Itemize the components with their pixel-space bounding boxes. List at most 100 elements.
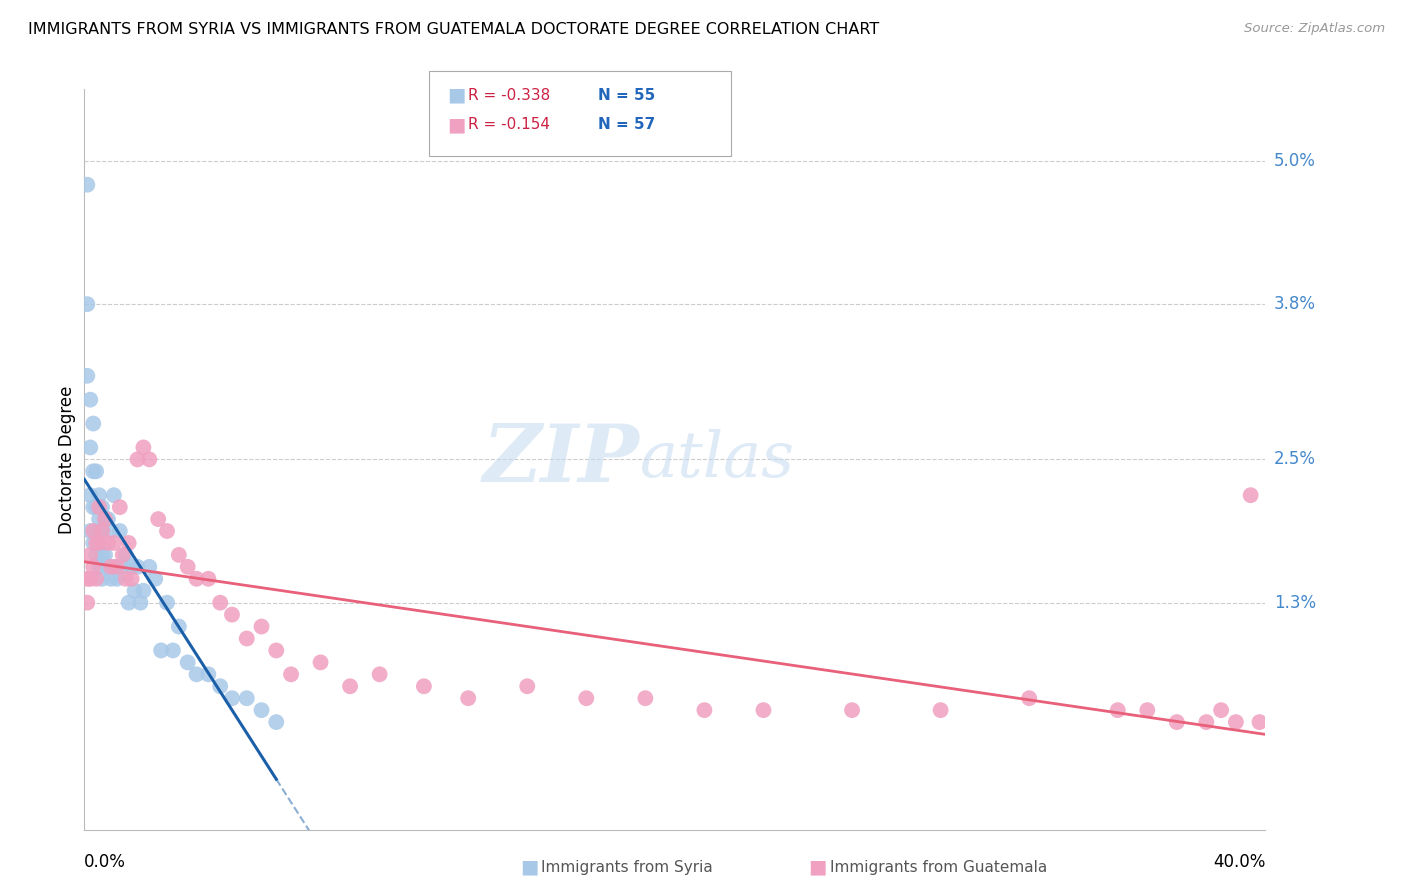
Point (413, 679, 436, 693)
Point (108, 524, 131, 538)
Point (97, 512, 120, 526)
Point (209, 596, 232, 610)
Point (91, 500, 114, 515)
Point (100, 559, 122, 574)
Point (457, 691, 479, 706)
Point (143, 572, 166, 586)
Point (108, 500, 131, 515)
Point (94, 512, 117, 526)
Point (84, 572, 107, 586)
Point (266, 715, 288, 730)
Point (177, 559, 200, 574)
Point (236, 632, 259, 646)
Point (105, 572, 128, 586)
Point (1195, 715, 1218, 730)
Point (132, 583, 155, 598)
Point (1211, 703, 1233, 717)
Point (121, 572, 143, 586)
Text: 2.5%: 2.5% (1274, 450, 1316, 468)
Point (280, 667, 302, 681)
Point (266, 643, 288, 657)
Point (127, 452, 149, 467)
Point (1166, 715, 1188, 730)
Text: Immigrants from Guatemala: Immigrants from Guatemala (830, 860, 1047, 874)
Point (79, 392, 101, 407)
Point (250, 619, 273, 633)
Point (94, 548, 117, 562)
Point (97, 559, 120, 574)
Point (87, 512, 111, 526)
Point (1225, 715, 1247, 730)
Point (1136, 703, 1159, 717)
Point (138, 452, 160, 467)
Point (516, 679, 538, 693)
Point (221, 691, 243, 706)
Text: 5.0%: 5.0% (1274, 152, 1316, 169)
Text: R = -0.154: R = -0.154 (468, 118, 550, 132)
Point (197, 572, 219, 586)
Point (91, 548, 114, 562)
Point (82, 500, 104, 515)
Text: 40.0%: 40.0% (1213, 854, 1265, 871)
Point (79, 548, 101, 562)
Point (121, 559, 143, 574)
Point (87, 488, 111, 502)
Point (76, 297, 98, 311)
Point (87, 536, 111, 550)
Point (84, 500, 107, 515)
Point (309, 656, 332, 670)
Point (97, 536, 120, 550)
Text: R = -0.338: R = -0.338 (468, 88, 550, 103)
Point (368, 667, 391, 681)
Text: ■: ■ (808, 857, 827, 877)
Point (87, 536, 111, 550)
Point (111, 559, 134, 574)
Point (124, 583, 146, 598)
Point (1107, 703, 1129, 717)
Point (177, 656, 200, 670)
Point (84, 548, 107, 562)
Text: ZIP: ZIP (482, 421, 640, 498)
Point (929, 703, 952, 717)
Point (752, 703, 775, 717)
Point (87, 500, 111, 515)
Text: Source: ZipAtlas.com: Source: ZipAtlas.com (1244, 22, 1385, 36)
Point (84, 524, 107, 538)
Point (94, 512, 117, 526)
Point (132, 441, 155, 455)
Point (79, 524, 101, 538)
Text: 1.3%: 1.3% (1274, 594, 1316, 612)
Point (221, 607, 243, 622)
Point (87, 559, 111, 574)
Point (76, 178, 98, 192)
Point (82, 559, 104, 574)
Point (841, 703, 863, 717)
Text: ■: ■ (447, 86, 465, 105)
Text: IMMIGRANTS FROM SYRIA VS IMMIGRANTS FROM GUATEMALA DOCTORATE DEGREE CORRELATION : IMMIGRANTS FROM SYRIA VS IMMIGRANTS FROM… (28, 22, 879, 37)
Point (79, 441, 101, 455)
Point (114, 548, 136, 562)
Point (236, 691, 259, 706)
Text: N = 57: N = 57 (598, 118, 655, 132)
Point (186, 667, 208, 681)
Text: ■: ■ (447, 115, 465, 135)
Point (82, 464, 104, 478)
Point (148, 512, 170, 526)
Point (129, 596, 152, 610)
Point (634, 691, 657, 706)
Point (167, 619, 190, 633)
Point (118, 536, 141, 550)
Point (197, 667, 219, 681)
Point (339, 679, 361, 693)
Point (82, 417, 104, 431)
Point (100, 524, 122, 538)
Point (76, 368, 98, 383)
Point (575, 691, 598, 706)
Point (103, 536, 125, 550)
Point (100, 572, 122, 586)
Point (186, 572, 208, 586)
Text: 0.0%: 0.0% (84, 854, 127, 871)
Point (103, 488, 125, 502)
Text: atlas: atlas (640, 428, 794, 491)
Point (79, 488, 101, 502)
